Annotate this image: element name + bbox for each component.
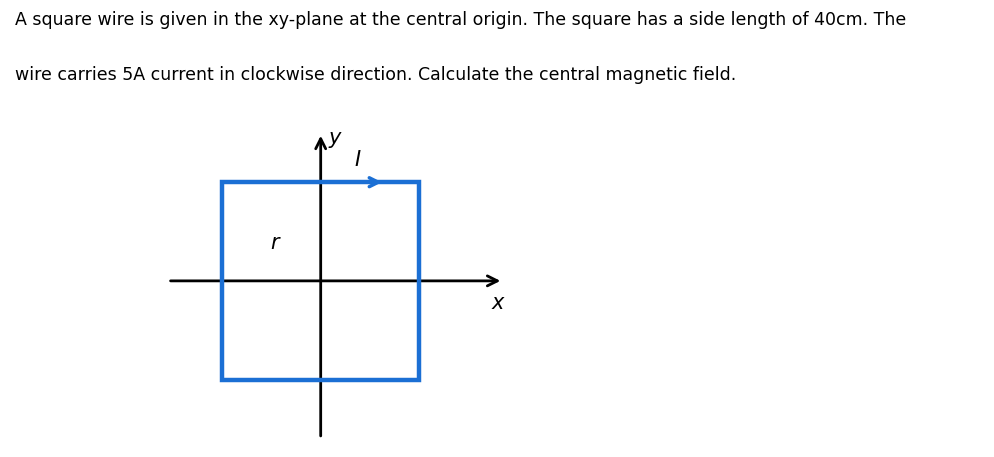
Text: $I$: $I$	[355, 150, 362, 170]
Text: wire carries 5A current in clockwise direction. Calculate the central magnetic f: wire carries 5A current in clockwise dir…	[15, 66, 737, 84]
Text: A square wire is given in the xy-plane at the central origin. The square has a s: A square wire is given in the xy-plane a…	[15, 11, 907, 29]
Text: $y$: $y$	[328, 130, 343, 150]
Text: $r$: $r$	[270, 234, 282, 253]
Text: $x$: $x$	[491, 293, 506, 313]
